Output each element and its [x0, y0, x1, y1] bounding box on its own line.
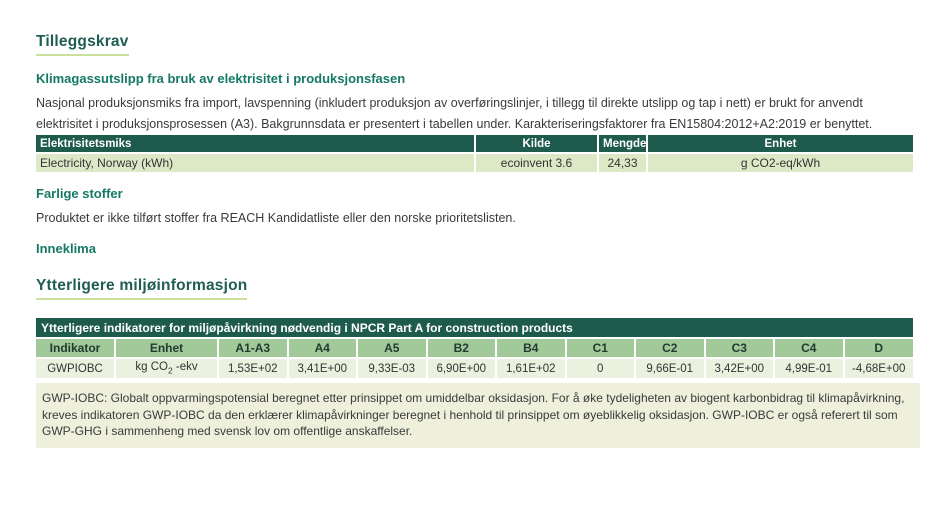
cell-enhet: g CO2-eq/kWh — [646, 152, 913, 172]
column-header-elektrisitetsmiks: Elektrisitetsmiks — [36, 135, 476, 154]
column-header-a4: A4 — [286, 337, 358, 359]
cell-a4: 3,41E+00 — [286, 357, 358, 378]
column-header-a1a3: A1-A3 — [217, 337, 289, 359]
column-header-indikator: Indikator — [36, 337, 116, 359]
cell-indicator-name: GWPIOBC — [36, 357, 116, 378]
unit-base: kg CO — [135, 361, 168, 374]
indicators-table-caption-row: Ytterligere indikatorer for miljøpåvirkn… — [36, 318, 913, 339]
cell-c4: 4,99E-01 — [773, 357, 845, 378]
section-title-ytterligere-miljoinformasjon: Ytterligere miljøinformasjon — [36, 277, 248, 300]
indicators-table-header-row: Indikator Enhet A1-A3 A4 A5 B2 B4 C1 C2 … — [36, 337, 913, 359]
gwp-iobc-note-box: GWP-IOBC: Globalt oppvarmingspotensial b… — [36, 383, 920, 448]
section-ytterligere-heading-wrap: Ytterligere miljøinformasjon — [36, 277, 913, 300]
cell-b4: 1,61E+02 — [495, 357, 567, 378]
indicators-table-caption: Ytterligere indikatorer for miljøpåvirkn… — [36, 318, 913, 339]
cell-unit: kg CO2 -ekv — [114, 357, 219, 378]
section-title-tilleggskrav: Tilleggskrav — [36, 33, 129, 56]
electricity-paragraph: Nasjonal produksjonsmiks fra import, lav… — [36, 96, 873, 131]
cell-c1: 0 — [564, 357, 636, 378]
indicators-table-data-row: GWPIOBC kg CO2 -ekv 1,53E+02 3,41E+00 9,… — [36, 357, 913, 378]
column-header-c1: C1 — [564, 337, 636, 359]
column-header-c3: C3 — [703, 337, 775, 359]
cell-d: -4,68E+00 — [842, 357, 913, 378]
cell-mengde: 24,33 — [597, 152, 648, 172]
column-header-b4: B4 — [495, 337, 567, 359]
column-header-a5: A5 — [356, 337, 428, 359]
electricity-mix-table: Elektrisitetsmiks Kilde Mengde Enhet Ele… — [36, 135, 913, 172]
subsection-title-farlige-stoffer: Farlige stoffer — [36, 186, 123, 201]
column-header-mengde: Mengde — [597, 135, 648, 154]
cell-c2: 9,66E-01 — [634, 357, 706, 378]
column-header-enhet: Enhet — [114, 337, 219, 359]
electricity-table-header-row: Elektrisitetsmiks Kilde Mengde Enhet — [36, 135, 913, 154]
section-tilleggskrav-heading-wrap: Tilleggskrav — [36, 33, 913, 56]
cell-a1a3: 1,53E+02 — [217, 357, 289, 378]
subsection-title-klimagassutslipp: Klimagassutslipp fra bruk av elektrisite… — [36, 71, 406, 86]
column-header-b2: B2 — [425, 337, 497, 359]
cell-kilde: ecoinvent 3.6 — [474, 152, 599, 172]
cell-b2: 6,90E+00 — [425, 357, 497, 378]
electricity-table-row: Electricity, Norway (kWh) ecoinvent 3.6 … — [36, 152, 913, 172]
unit-subscript: 2 — [167, 365, 173, 376]
column-header-kilde: Kilde — [474, 135, 599, 154]
column-header-c2: C2 — [634, 337, 706, 359]
cell-c3: 3,42E+00 — [703, 357, 775, 378]
column-header-c4: C4 — [773, 337, 845, 359]
column-header-d: D — [842, 337, 913, 359]
unit-rest: -ekv — [172, 361, 198, 374]
cell-a5: 9,33E-03 — [356, 357, 428, 378]
hazard-paragraph: Produktet er ikke tilført stoffer fra RE… — [36, 211, 516, 225]
column-header-enhet: Enhet — [646, 135, 913, 154]
cell-electricity-name: Electricity, Norway (kWh) — [36, 152, 476, 172]
subsection-title-inneklima: Inneklima — [36, 241, 96, 256]
additional-indicators-table: Ytterligere indikatorer for miljøpåvirkn… — [36, 318, 913, 378]
